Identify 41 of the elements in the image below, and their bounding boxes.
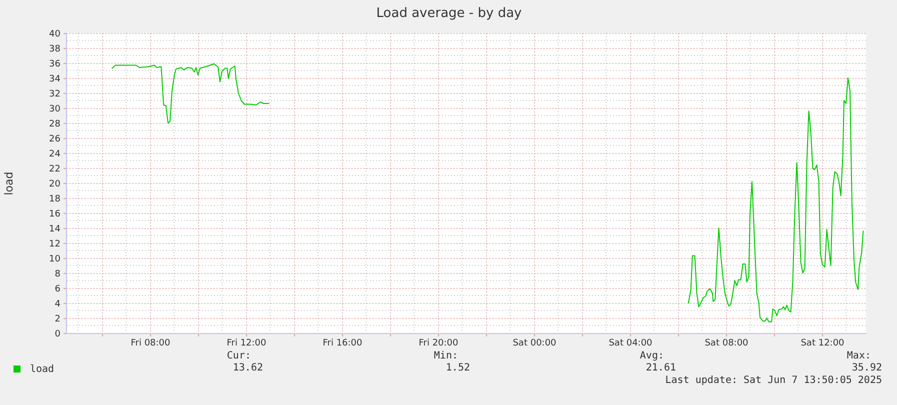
text: 1.52 <box>446 362 470 374</box>
text: Avg: <box>640 350 664 362</box>
y-tick-label: 22 <box>49 164 60 174</box>
y-tick-label: 2 <box>54 314 60 324</box>
y-tick-label: 14 <box>49 224 61 234</box>
y-tick-label: 16 <box>49 210 61 220</box>
text: 21.61 <box>646 362 676 374</box>
text: Cur: <box>226 350 251 362</box>
x-tick-label: Sat 12:00 <box>800 338 845 348</box>
y-tick-label: 12 <box>49 240 60 250</box>
x-tick-label: Sat 08:00 <box>704 338 749 348</box>
text: 35.92 <box>852 362 882 374</box>
y-axis-title: load <box>2 172 16 196</box>
x-tick-label: Fri 08:00 <box>130 338 171 348</box>
y-tick-label: 8 <box>54 270 61 280</box>
text: Last update: Sat Jun 7 13:50:05 2025 <box>665 375 882 386</box>
x-tick-label: Sat 00:00 <box>512 338 557 348</box>
y-tick-label: 24 <box>49 150 61 160</box>
y-tick-label: 0 <box>54 330 61 340</box>
y-tick-label: 18 <box>49 194 61 204</box>
chart-title: Load average - by day <box>376 6 522 21</box>
x-tick-label: Fri 20:00 <box>418 338 459 348</box>
y-tick-label: 20 <box>49 180 61 190</box>
y-tick-label: 36 <box>49 60 61 70</box>
y-tick-label: 6 <box>54 284 61 294</box>
y-tick-label: 32 <box>49 90 60 100</box>
y-tick-label: 10 <box>49 254 61 264</box>
text: Max: <box>846 350 871 362</box>
text: 13.62 <box>232 362 263 374</box>
legend-label: load <box>30 364 54 375</box>
y-tick-label: 34 <box>49 74 61 84</box>
y-tick-label: 30 <box>49 104 61 114</box>
y-tick-label: 38 <box>49 44 61 54</box>
x-tick-label: Fri 16:00 <box>322 338 363 348</box>
text: Min: <box>434 350 458 362</box>
y-tick-label: 4 <box>54 300 61 310</box>
y-tick-label: 26 <box>49 134 61 144</box>
y-tick-label: 28 <box>49 120 61 130</box>
x-tick-label: Fri 12:00 <box>226 338 267 348</box>
y-tick-label: 40 <box>49 30 61 40</box>
x-tick-label: Sat 04:00 <box>608 338 653 348</box>
